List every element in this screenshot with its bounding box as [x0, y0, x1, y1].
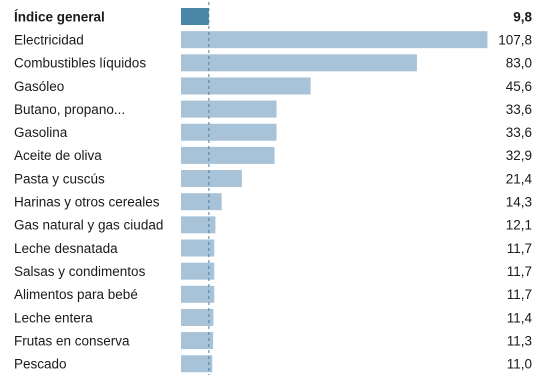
bar-highlight	[181, 8, 209, 25]
category-label: Salsas y condimentos	[14, 264, 146, 279]
category-label: Electricidad	[14, 32, 84, 47]
category-label: Butano, propano...	[14, 102, 125, 117]
bar	[181, 77, 311, 95]
bar	[181, 31, 488, 49]
category-label: Pescado	[14, 357, 67, 372]
value-label: 11,3	[507, 333, 532, 348]
category-label: Gas natural y gas ciudad	[14, 218, 163, 233]
value-label: 33,6	[506, 102, 532, 117]
category-label: Frutas en conserva	[14, 333, 130, 348]
category-label: Harinas y otros cereales	[14, 195, 160, 210]
bar	[181, 146, 275, 164]
bar	[181, 100, 277, 118]
category-label: Aceite de oliva	[14, 148, 102, 163]
value-label: 9,8	[513, 9, 532, 24]
bar	[181, 285, 215, 303]
bar	[181, 355, 213, 373]
value-label: 14,3	[506, 195, 532, 210]
category-label: Combustibles líquidos	[14, 56, 146, 71]
value-label: 21,4	[506, 171, 533, 186]
category-label: Gasolina	[14, 125, 68, 140]
value-label: 11,4	[507, 310, 533, 325]
bar	[181, 170, 242, 188]
value-label: 45,6	[506, 79, 532, 94]
value-label: 12,1	[506, 218, 532, 233]
category-label: Gasóleo	[14, 79, 64, 94]
category-label: Alimentos para bebé	[14, 287, 138, 302]
bar	[181, 216, 216, 234]
value-label: 11,7	[507, 264, 532, 279]
category-labels: Índice general Electricidad Combustibles l…	[14, 9, 163, 371]
bars	[181, 8, 488, 373]
bar	[181, 332, 214, 350]
bar	[181, 239, 215, 257]
category-label: Pasta y cuscús	[14, 171, 105, 186]
value-labels: 9,8 107,8 83,0 45,6 33,6 33,6 32,9 21,4 14,3 12,1…	[498, 9, 532, 371]
value-label: 11,0	[507, 357, 532, 372]
value-label: 83,0	[506, 56, 532, 71]
value-label: 107,8	[498, 32, 532, 47]
bar	[181, 308, 214, 326]
bar	[181, 193, 222, 211]
value-label: 11,7	[507, 287, 532, 302]
category-label: Leche entera	[14, 310, 93, 325]
value-label: 33,6	[506, 125, 532, 140]
value-label: 11,7	[507, 241, 532, 256]
bar	[181, 262, 215, 280]
category-label: Índice general	[14, 9, 105, 24]
bar	[181, 54, 417, 72]
value-label: 32,9	[506, 148, 532, 163]
bar	[181, 123, 277, 141]
category-label: Leche desnatada	[14, 241, 118, 256]
